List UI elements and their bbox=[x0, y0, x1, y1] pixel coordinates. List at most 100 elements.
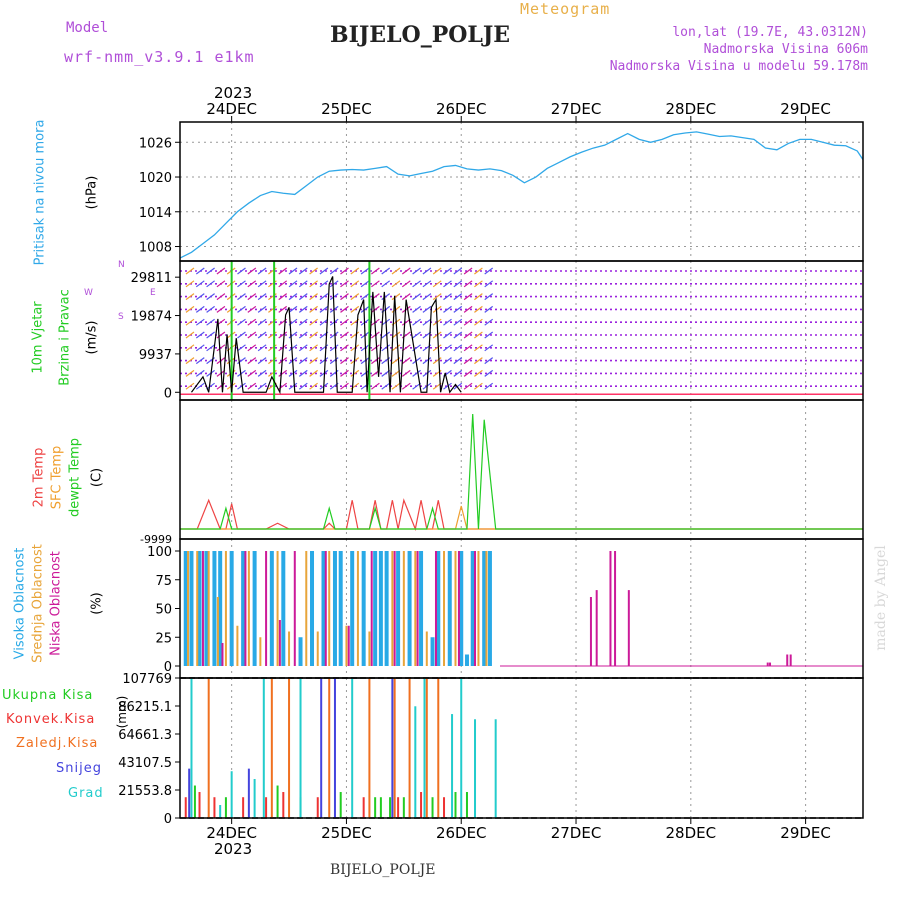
cloud-bar bbox=[474, 551, 477, 666]
chart-title: BIJELO_POLJE bbox=[330, 22, 511, 48]
cloud-tick-label: 25 bbox=[155, 631, 172, 646]
cloud-bar bbox=[212, 551, 217, 666]
wind-arrow bbox=[463, 305, 473, 313]
cloud-bar bbox=[485, 551, 488, 666]
wind-arrow bbox=[432, 357, 442, 365]
wind-arrow bbox=[257, 344, 267, 352]
bottom-day-label: 26DEC bbox=[436, 824, 487, 842]
cloud-bar bbox=[356, 551, 359, 666]
wind-arrow bbox=[360, 293, 370, 301]
wind-arrow bbox=[371, 344, 380, 352]
wind-arrow bbox=[185, 280, 195, 288]
precip-bar bbox=[431, 797, 434, 818]
cloud-bar bbox=[201, 551, 204, 666]
wind-arrow bbox=[247, 369, 257, 377]
wind-arrow bbox=[484, 305, 494, 313]
wind-arrow bbox=[381, 331, 391, 339]
top-day-label: 29DEC bbox=[780, 100, 831, 118]
pressure-tick-label: 1020 bbox=[139, 171, 172, 186]
pressure-line bbox=[179, 131, 864, 259]
wind-arrow bbox=[247, 318, 257, 326]
cloud-bar bbox=[278, 620, 281, 666]
wind-arrow bbox=[278, 331, 288, 339]
wind-arrow bbox=[340, 382, 349, 390]
wind-arrow bbox=[185, 318, 195, 326]
top-day-label: 24DEC bbox=[206, 100, 257, 118]
pressure-tick-label: 1008 bbox=[139, 241, 172, 256]
wind-arrow bbox=[185, 357, 195, 365]
wind-arrow bbox=[329, 293, 339, 301]
wind-arrow bbox=[257, 318, 267, 326]
wind-arrow bbox=[298, 369, 308, 377]
wind-arrow bbox=[288, 293, 298, 301]
precip-tick-label: 64661.3 bbox=[118, 728, 172, 743]
cloud-bar bbox=[265, 551, 268, 666]
cloud-bar bbox=[288, 631, 291, 666]
wind-arrow bbox=[422, 280, 432, 288]
wind-arrow bbox=[453, 369, 463, 377]
precip-bar bbox=[207, 678, 210, 818]
wind-arrow bbox=[381, 344, 391, 352]
wind-arrow bbox=[412, 293, 421, 301]
wind-arrow bbox=[484, 331, 494, 339]
precip-tick-label: 21553.8 bbox=[118, 784, 172, 799]
wind-arrow bbox=[257, 305, 267, 313]
wind-arrow bbox=[257, 293, 267, 301]
cloud-bar bbox=[216, 597, 219, 666]
precip-bar bbox=[230, 771, 233, 818]
bottom-day-label: 28DEC bbox=[666, 824, 717, 842]
wind-arrow bbox=[247, 331, 257, 339]
pressure-tick-label: 1014 bbox=[139, 206, 172, 221]
compass-s: S bbox=[118, 312, 124, 322]
cloud-bar bbox=[252, 551, 257, 666]
wind-arrow bbox=[422, 305, 432, 313]
wind-arrow bbox=[206, 280, 215, 288]
wind-arrow bbox=[185, 331, 195, 339]
wind-arrow bbox=[391, 293, 401, 301]
wind-arrow bbox=[453, 280, 463, 288]
cloud-bar bbox=[196, 551, 199, 666]
cloud-bar bbox=[247, 551, 250, 666]
wind-arrow bbox=[381, 267, 391, 275]
precip-bar bbox=[198, 792, 201, 818]
cloud-bar bbox=[766, 662, 769, 666]
cloud-bar bbox=[189, 551, 194, 666]
wind-arrow bbox=[247, 305, 257, 313]
wind-arrow bbox=[288, 344, 298, 352]
panel-frame bbox=[179, 399, 864, 540]
wind-arrow bbox=[195, 344, 205, 352]
precip-bar bbox=[351, 678, 354, 818]
precip-bar bbox=[494, 719, 497, 818]
cloud-bar bbox=[443, 551, 446, 666]
precip-bar bbox=[276, 785, 279, 818]
wind-arrow bbox=[443, 382, 452, 390]
wind-arrow bbox=[350, 267, 360, 275]
wind-arrow bbox=[463, 331, 473, 339]
wind-arrow bbox=[422, 267, 432, 275]
temp-tick-label: -9999 bbox=[140, 533, 172, 546]
cloud-bar bbox=[414, 551, 417, 666]
precip-legend-hail: Grad bbox=[68, 786, 104, 801]
cloud-bar bbox=[464, 654, 469, 666]
precip-bar bbox=[379, 797, 382, 818]
wind-arrow bbox=[185, 382, 195, 390]
wind-arrow bbox=[463, 318, 473, 326]
elevation: Nadmorska Visina 606m bbox=[703, 42, 868, 57]
wind-arrow bbox=[443, 267, 452, 275]
wind-arrow bbox=[309, 382, 318, 390]
precip-bar bbox=[219, 805, 222, 818]
cloud-bar bbox=[224, 551, 227, 666]
panel-frame bbox=[179, 121, 864, 262]
precip-bar bbox=[443, 797, 446, 818]
cloud-bar bbox=[614, 551, 617, 666]
wind-arrow bbox=[298, 305, 308, 313]
wind-arrow bbox=[412, 318, 421, 326]
wind-arrow bbox=[319, 293, 329, 301]
wind-arrow bbox=[195, 267, 205, 275]
wind-arrow bbox=[206, 318, 215, 326]
wind-arrow bbox=[216, 305, 226, 313]
wind-arrow bbox=[257, 267, 267, 275]
wind-arrow bbox=[422, 357, 432, 365]
model-label: Model bbox=[66, 20, 109, 36]
wind-arrow bbox=[360, 267, 370, 275]
